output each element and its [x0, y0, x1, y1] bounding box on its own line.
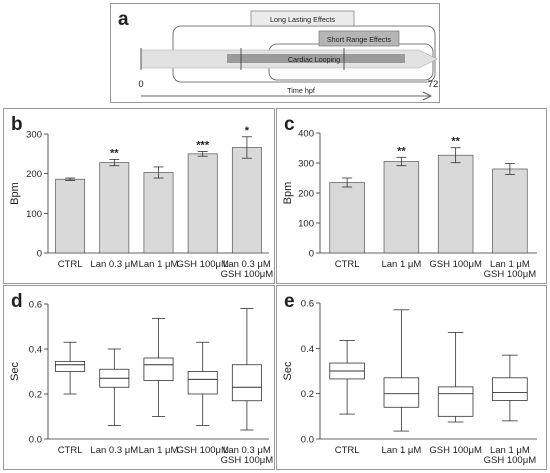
bar-0: [329, 182, 365, 254]
y-tick-label-1: 0.2: [301, 389, 314, 400]
box-3: [187, 371, 218, 395]
bar-3: [492, 168, 528, 254]
y-axis-title: Bpm: [9, 182, 21, 205]
short-effects-label: Short Range Effects: [327, 35, 392, 44]
category-label-3: Lan 1 μM GSH 100μM: [484, 445, 537, 466]
panel-label-e: e: [284, 291, 295, 312]
category-label-1: Lan 1 μM: [381, 259, 421, 270]
panel-e: e 0.0 0.2 0.4 0.6 Sec CTRL Lan 1 μM GSH 100μM Lan…: [276, 285, 547, 470]
panel-a: a Long Lasting Effects Short Range Effects…: [110, 3, 440, 103]
y-tick-label-2: 0.4: [301, 344, 314, 355]
category-label-2: Lan 1 μM: [139, 259, 179, 270]
significance-1: **: [110, 147, 119, 159]
box-2: [143, 357, 174, 381]
axis-end-label: 72: [428, 79, 439, 90]
category-label-0: CTRL: [335, 445, 360, 456]
category-label-3: GSH 100μM: [176, 259, 229, 270]
y-tick-label-2: 0.4: [29, 345, 42, 356]
y-axis-title: Bpm: [282, 182, 294, 205]
interval-box-plot-d: d 0.0 0.2 0.4 0.6 Sec CTRL Lan 0.3 μM Lan 1 μMGS…: [9, 291, 274, 466]
panel-label-d: d: [11, 291, 23, 312]
category-label-0: CTRL: [58, 259, 83, 270]
y-tick-label-0: 0: [37, 249, 42, 260]
y-tick-label-3: 300: [298, 159, 314, 170]
category-label-4: Lan 0.3 μM GSH 100μM: [221, 259, 274, 280]
panel-c: c 0 100 200 300 400 Bpm CTRL ** Lan 1 μM ** GSH 100…: [276, 108, 547, 284]
y-tick-label-3: 300: [26, 130, 42, 141]
category-label-4: Lan 0.3 μM GSH 100μM: [221, 445, 274, 466]
bar-3: [187, 153, 218, 254]
long-effects-label: Long Lasting Effects: [270, 15, 335, 24]
short-effects-box: [318, 30, 400, 47]
category-label-3: GSH 100μM: [176, 445, 229, 456]
y-tick-label-3: 0.6: [29, 300, 42, 311]
bar-2: [143, 172, 174, 254]
category-label-1: Lan 0.3 μM: [90, 445, 138, 456]
category-label-2: GSH 100μM: [429, 259, 482, 270]
y-tick-label-0: 0.0: [29, 435, 42, 446]
cardiac-looping-label: Cardiac Looping: [288, 55, 340, 64]
category-label-2: GSH 100μM: [429, 445, 482, 456]
y-axis-title: Sec: [9, 362, 21, 381]
category-label-1: Lan 0.3 μM: [90, 259, 138, 270]
panel-label-c: c: [284, 114, 295, 135]
category-label-3: Lan 1 μM GSH 100μM: [484, 259, 537, 280]
bar-2: [437, 154, 474, 254]
cardiac-looping-bar: [227, 54, 405, 63]
category-label-2: Lan 1 μM: [139, 445, 179, 456]
bar-1: [383, 161, 420, 254]
panel-label-a: a: [118, 9, 129, 30]
y-tick-label-1: 100: [298, 219, 314, 230]
bar-0: [55, 178, 86, 254]
y-tick-label-0: 0.0: [301, 435, 314, 446]
category-label-1: Lan 1 μM: [381, 445, 421, 456]
box-4: [231, 364, 262, 402]
box-2: [437, 386, 474, 417]
y-tick-label-2: 200: [26, 169, 42, 180]
category-label-0: CTRL: [58, 445, 83, 456]
significance-2: **: [451, 136, 460, 148]
y-tick-label-4: 400: [298, 129, 314, 140]
box-3: [492, 377, 528, 401]
y-tick-label-2: 200: [298, 189, 314, 200]
time-axis-label: Time hpf: [287, 86, 315, 95]
heart-rate-bar-chart-c: c 0 100 200 300 400 Bpm CTRL ** Lan 1 μM ** GSH 100…: [282, 114, 537, 280]
timeline-diagram: a Long Lasting Effects Short Range Effects…: [118, 9, 439, 101]
y-tick-label-3: 0.6: [301, 299, 314, 310]
bar-4: [231, 147, 262, 254]
panel-d: d 0.0 0.2 0.4 0.6 Sec CTRL Lan 0.3 μM Lan 1 μM GS…: [3, 285, 275, 470]
category-label-0: CTRL: [335, 259, 360, 270]
significance-1: **: [397, 145, 406, 157]
bar-1: [99, 162, 130, 254]
panel-b: b 0 100 200 300 Bpm CTRL ** Lan 0.3 μM Lan 1 μM **…: [3, 108, 275, 284]
y-axis-title: Sec: [282, 361, 294, 380]
long-effects-box: [250, 10, 355, 27]
time-axis-arrowhead: [422, 91, 432, 101]
y-tick-label-1: 100: [26, 209, 42, 220]
significance-3: ***: [196, 139, 210, 151]
box-1: [383, 377, 420, 408]
panel-label-b: b: [11, 114, 23, 135]
axis-start-label: 0: [138, 79, 143, 90]
significance-4: *: [245, 125, 250, 137]
y-tick-label-0: 0: [309, 249, 314, 260]
y-tick-label-1: 0.2: [29, 390, 42, 401]
box-0: [55, 360, 86, 372]
